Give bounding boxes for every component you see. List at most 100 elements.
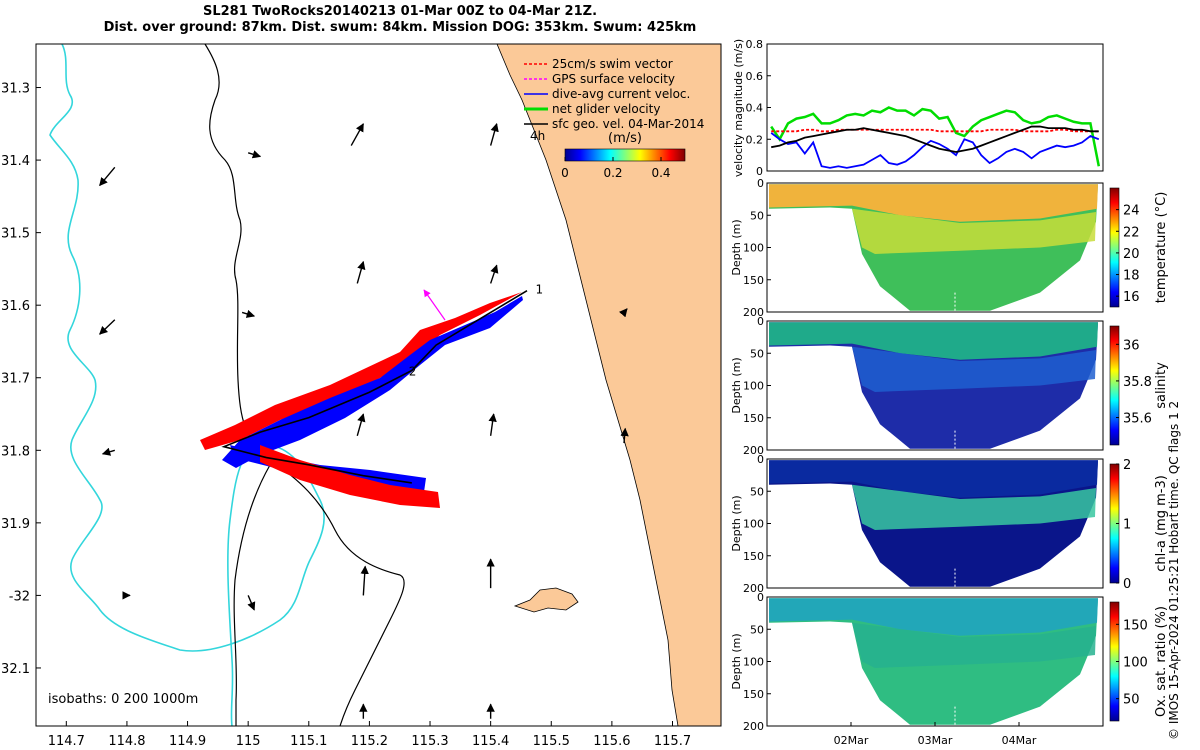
map-y-tick-label: -32 <box>9 589 30 604</box>
colorbar-unit-label: (m/s) <box>608 131 642 146</box>
section-colorbar-tick-label: 50 <box>1123 693 1140 708</box>
map-x-tick-label: 115.2 <box>351 734 388 749</box>
section-data-mid <box>852 208 1096 254</box>
section-panel-chlorophyll: 0 50 100 150 200 Depth (m) 0 1 2 chl-a (mg m-3) <box>730 453 1169 595</box>
section-panel-temperature: 0 50 100 150 200 Depth (m) 16 18 20 22 24 temperatu… <box>730 177 1169 319</box>
section-colorbar-tick-label: 22 <box>1123 225 1140 240</box>
isobaths-label: isobaths: 0 200 1000m <box>48 692 198 707</box>
section-data-mid <box>852 346 1096 392</box>
geo-velocity-arrow <box>489 122 499 146</box>
section-y-tick-label: 100 <box>743 380 764 393</box>
section-ylabel: Depth (m) <box>730 633 743 689</box>
geo-velocity-arrow <box>356 413 366 436</box>
geo-velocity-arrow <box>241 309 256 318</box>
colorbar-tick-label: 0 <box>561 166 569 180</box>
velocity-series-line <box>771 125 1099 153</box>
velocity-y-tick-label: 0.6 <box>746 70 764 83</box>
land-mass <box>496 44 721 726</box>
section-colorbar-tick-label: 0 <box>1123 577 1131 592</box>
map-y-tick-label: 31.3 <box>1 82 30 97</box>
velocity-panel: 0 0.2 0.4 0.6 0.8 velocity magnitude (m/s) <box>732 38 1104 178</box>
map-y-tick-label: 31.7 <box>1 372 30 387</box>
isobath-0m <box>233 464 271 726</box>
map-x-tick-label: 115 <box>236 734 261 749</box>
section-y-tick-label: 200 <box>743 306 764 319</box>
section-data-surface <box>769 184 1098 222</box>
geo-velocity-arrow <box>356 260 366 284</box>
map-x-tick-label: 115.3 <box>411 734 448 749</box>
map-x-tick-label: 115.6 <box>593 734 630 749</box>
section-y-tick-label: 50 <box>750 347 764 360</box>
section-y-tick-label: 50 <box>750 209 764 222</box>
map-y-tick-label: 31.8 <box>1 444 30 459</box>
section-data-mid <box>852 622 1096 668</box>
velocity-ylabel: velocity magnitude (m/s) <box>732 39 745 177</box>
section-colorbar <box>1109 187 1120 308</box>
section-ylabel: Depth (m) <box>730 495 743 551</box>
section-colorbar <box>1109 325 1120 446</box>
section-data-surface <box>769 322 1098 360</box>
section-colorbar-label: temperature (°C) <box>1154 192 1169 304</box>
section-y-tick-label: 200 <box>743 582 764 595</box>
section-panel-oxygen: 0 50 100 150 200 Depth (m) 50 100 150 Ox. sat. ra… <box>730 591 1169 747</box>
net-track-line <box>221 289 528 484</box>
section-y-tick-label: 0 <box>757 315 764 328</box>
legend-label: GPS surface velocity <box>552 72 675 86</box>
map-x-tick-label: 115.5 <box>533 734 570 749</box>
section-y-tick-label: 100 <box>743 242 764 255</box>
velocity-y-tick-label: 0.2 <box>746 133 764 146</box>
section-colorbar-tick-label: 35.8 <box>1123 375 1152 390</box>
section-colorbar-tick-label: 20 <box>1123 247 1140 262</box>
track-point-label: 2 <box>409 364 417 378</box>
section-y-tick-label: 0 <box>757 177 764 190</box>
section-y-tick-label: 0 <box>757 591 764 604</box>
legend-label: dive-avg current veloc. <box>552 87 690 101</box>
glider-track <box>200 289 528 508</box>
section-y-tick-label: 100 <box>743 656 764 669</box>
section-y-tick-label: 50 <box>750 623 764 636</box>
geo-velocity-arrow <box>360 565 369 596</box>
legend-label: net glider velocity <box>552 102 660 116</box>
velocity-y-tick-label: 0.8 <box>746 38 764 51</box>
swim-vector-band-b <box>260 445 440 508</box>
section-colorbar-label: Ox. sat. ratio (%) <box>1154 606 1169 717</box>
section-colorbar-tick-label: 24 <box>1123 204 1140 219</box>
geo-velocity-arrow <box>247 150 262 159</box>
geo-velocity-arrow <box>618 308 628 318</box>
map-x-tick-label: 114.7 <box>48 734 85 749</box>
legend-label: 25cm/s swim vector <box>552 57 673 71</box>
section-y-tick-label: 150 <box>743 274 764 287</box>
geo-velocity-arrow <box>99 319 116 335</box>
section-x-tick-label: 03Mar <box>918 734 953 747</box>
velocity-y-tick-label: 0.4 <box>746 102 764 115</box>
current-band-a <box>222 296 523 468</box>
island <box>513 587 579 613</box>
geo-velocity-arrow <box>350 123 364 146</box>
map-y-tick-label: 31.6 <box>1 299 30 314</box>
section-y-tick-label: 150 <box>743 550 764 563</box>
map-x-tick-label: 115.1 <box>290 734 327 749</box>
geo-velocity-arrow <box>620 427 629 444</box>
section-data-mid <box>852 484 1096 530</box>
track-point-label: 1 <box>536 283 544 297</box>
map-x-tick-label: 114.9 <box>169 734 206 749</box>
legend-label: sfc geo. vel. 04-Mar-2014 <box>552 117 704 131</box>
map-x-tick-label: 115.4 <box>472 734 509 749</box>
section-x-tick-label: 04Mar <box>1002 734 1037 747</box>
geo-velocity-arrow <box>247 595 256 611</box>
speed-colorbar <box>564 148 686 162</box>
section-colorbar-tick-label: 35.6 <box>1123 412 1152 427</box>
chart-title-line-2: Dist. over ground: 87km. Dist. swum: 84k… <box>103 20 697 35</box>
gps-surface-velocity-arrow <box>423 289 446 321</box>
section-y-tick-label: 0 <box>757 453 764 466</box>
section-colorbar-tick-label: 16 <box>1123 290 1140 305</box>
section-y-tick-label: 200 <box>743 444 764 457</box>
colorbar-tick-label: 0.4 <box>651 166 670 180</box>
section-colorbar-tick-label: 150 <box>1123 618 1148 633</box>
section-colorbar-label: salinity <box>1154 362 1169 409</box>
velocity-series-line <box>770 132 1100 169</box>
section-panel-salinity: 0 50 100 150 200 Depth (m) 35.6 35.8 36 salinity <box>730 315 1169 457</box>
map-x-tick-label: 114.8 <box>108 734 145 749</box>
